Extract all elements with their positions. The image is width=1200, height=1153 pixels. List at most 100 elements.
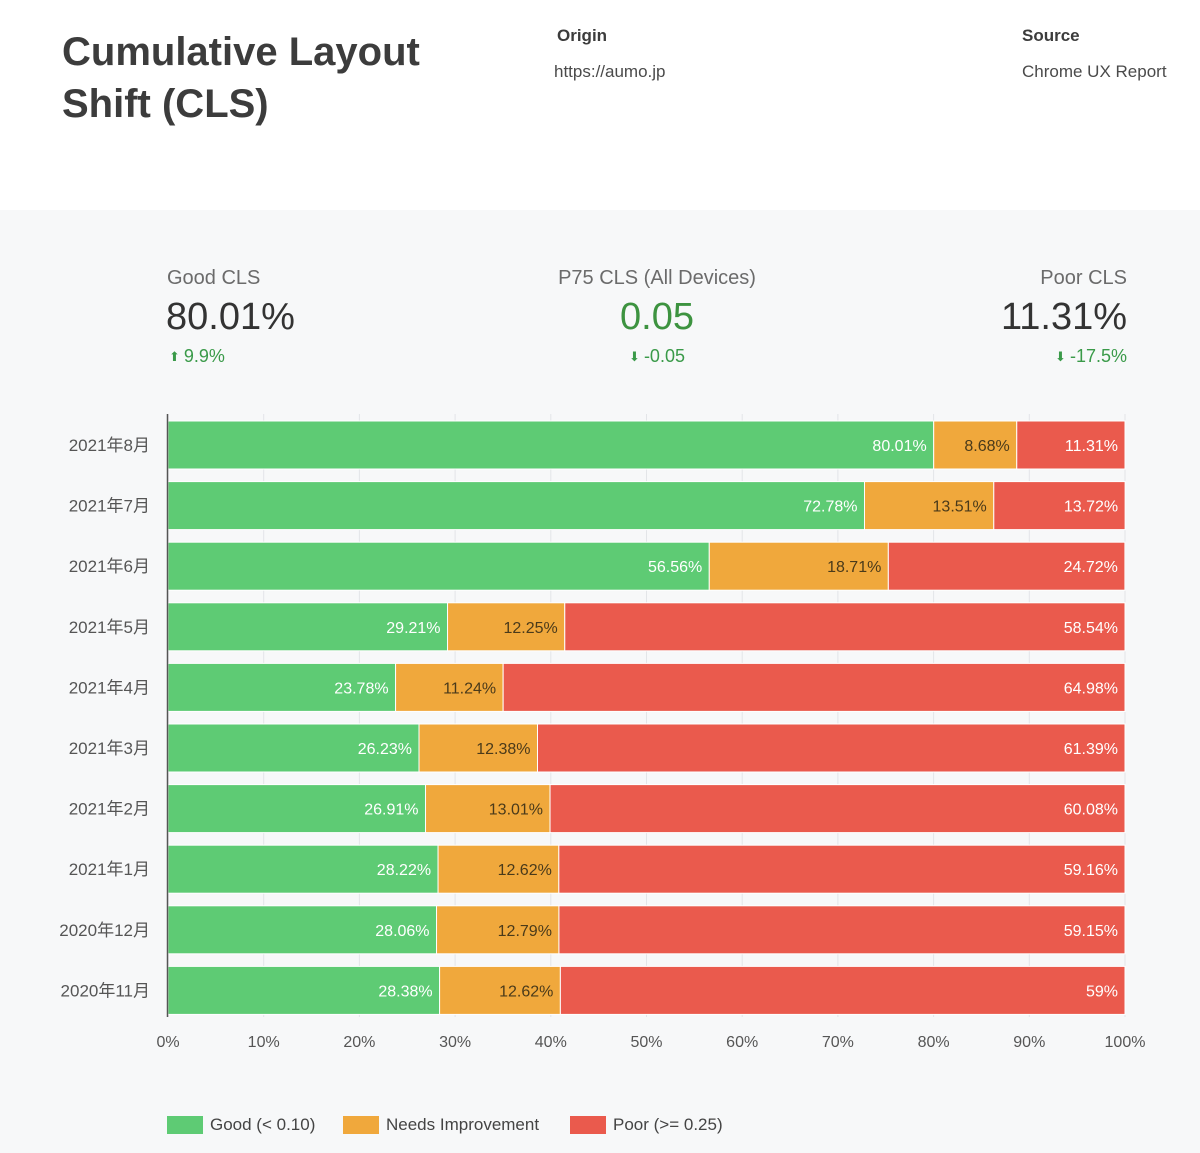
data-label-good: 26.23% — [358, 741, 412, 758]
origin-label: Origin — [557, 26, 608, 45]
legend-swatch-needs — [343, 1116, 379, 1134]
data-label-poor: 59% — [1086, 983, 1118, 1000]
stacked-bar-chart: 2021年8月 80.01% 8.68% 11.31% 2021年7月 72.78% 13.… — [59, 414, 1146, 1051]
data-label-good: 72.78% — [803, 499, 857, 516]
source-label: Source — [1022, 26, 1080, 45]
bar-segment-good — [167, 844, 439, 894]
bar-segment-good — [167, 481, 866, 531]
legend-label-good: Good (< 0.10) — [210, 1115, 316, 1134]
data-label-good: 28.38% — [378, 983, 432, 1000]
bar-segment-poor — [549, 784, 1126, 834]
data-label-good: 28.22% — [377, 862, 431, 879]
good-cls-label: Good CLS — [167, 267, 261, 289]
poor-cls-delta: ⬇ -17.5% — [827, 346, 1127, 367]
bar-segment-good — [167, 723, 420, 773]
data-label-good: 56.56% — [648, 559, 702, 576]
x-tick-label: 90% — [1013, 1034, 1045, 1051]
bar-segment-poor — [558, 905, 1126, 955]
bar-segment-poor — [1016, 420, 1126, 470]
bar-segment-good — [167, 420, 935, 470]
p75-cls-delta-value: -0.05 — [643, 346, 685, 366]
report-header: Cumulative Layout Shift (CLS) Origin htt… — [0, 0, 1200, 210]
p75-cls-label: P75 CLS (All Devices) — [558, 267, 756, 289]
bar-segment-needs — [708, 541, 889, 591]
category-label: 2021年5月 — [69, 618, 150, 637]
bar-segment-needs — [437, 844, 560, 894]
bar-segment-needs — [447, 602, 566, 652]
data-label-good: 28.06% — [375, 923, 429, 940]
category-label: 2021年3月 — [69, 739, 150, 758]
data-label-good: 29.21% — [386, 620, 440, 637]
bar-segment-poor — [993, 481, 1126, 531]
legend-label-poor: Poor (>= 0.25) — [613, 1115, 723, 1134]
data-label-good: 26.91% — [364, 802, 418, 819]
legend-swatch-poor — [570, 1116, 606, 1134]
bar-segment-poor — [558, 844, 1126, 894]
data-label-poor: 58.54% — [1064, 620, 1118, 637]
data-label-needs: 12.62% — [498, 862, 552, 879]
x-tick-label: 10% — [248, 1034, 280, 1051]
category-label: 2021年1月 — [69, 860, 150, 879]
legend-swatch-good — [167, 1116, 203, 1134]
source-value: Chrome UX Report — [1022, 62, 1167, 81]
good-cls-delta: ⬆ 9.9% — [169, 346, 225, 367]
data-label-needs: 13.01% — [489, 802, 543, 819]
arrow-up-icon: ⬆ — [169, 349, 180, 364]
data-label-poor: 59.15% — [1064, 923, 1118, 940]
poor-cls-delta-value: -17.5% — [1069, 346, 1127, 366]
bar-segment-needs — [418, 723, 538, 773]
poor-cls-label: Poor CLS — [1040, 267, 1127, 289]
x-tick-label: 40% — [535, 1034, 567, 1051]
bar-segment-needs — [425, 784, 551, 834]
x-tick-label: 20% — [343, 1034, 375, 1051]
x-tick-label: 0% — [156, 1034, 179, 1051]
poor-cls-value: 11.31% — [1000, 296, 1127, 338]
x-tick-label: 60% — [726, 1034, 758, 1051]
bar-segment-needs — [436, 905, 560, 955]
data-label-needs: 12.62% — [499, 983, 553, 1000]
data-label-needs: 11.24% — [443, 680, 496, 697]
x-tick-label: 50% — [630, 1034, 662, 1051]
data-label-needs: 13.51% — [933, 499, 987, 516]
data-label-poor: 11.31% — [1065, 438, 1118, 455]
data-label-needs: 8.68% — [964, 438, 1009, 455]
bar-segment-good — [167, 905, 438, 955]
data-label-needs: 12.25% — [504, 620, 558, 637]
data-label-needs: 12.38% — [476, 741, 530, 758]
data-label-needs: 18.71% — [827, 559, 881, 576]
good-cls-value: 80.01% — [166, 296, 295, 338]
arrow-down-icon: ⬇ — [629, 349, 640, 364]
p75-cls-value: 0.05 — [620, 296, 694, 338]
category-label: 2020年11月 — [61, 981, 150, 1000]
x-tick-label: 30% — [439, 1034, 471, 1051]
data-label-needs: 12.79% — [498, 923, 552, 940]
bar-segment-good — [167, 662, 397, 712]
good-cls-delta-value: 9.9% — [183, 346, 225, 366]
category-label: 2021年4月 — [69, 678, 150, 697]
x-tick-label: 70% — [822, 1034, 854, 1051]
bar-segment-poor — [559, 965, 1126, 1015]
bar-segment-good — [167, 784, 427, 834]
bar-segment-needs — [864, 481, 995, 531]
bar-segment-good — [167, 602, 449, 652]
bar-segment-poor — [887, 541, 1126, 591]
bar-segment-poor — [502, 662, 1126, 712]
data-label-poor: 59.16% — [1064, 862, 1118, 879]
page-title: Cumulative Layout Shift (CLS) — [62, 30, 420, 126]
data-label-poor: 64.98% — [1064, 680, 1118, 697]
data-label-poor: 61.39% — [1064, 741, 1118, 758]
data-label-poor: 13.72% — [1064, 499, 1118, 516]
category-label: 2021年8月 — [69, 436, 150, 455]
category-label: 2021年7月 — [69, 497, 150, 516]
bar-segment-good — [167, 541, 710, 591]
p75-cls-delta: ⬇ -0.05 — [507, 346, 807, 367]
category-label: 2021年6月 — [69, 557, 150, 576]
x-tick-label: 100% — [1105, 1034, 1146, 1051]
origin-value: https://aumo.jp — [554, 62, 666, 81]
bar-segment-poor — [564, 602, 1126, 652]
bar-segment-needs — [395, 662, 504, 712]
bar-segment-good — [167, 965, 441, 1015]
category-label: 2021年2月 — [69, 800, 150, 819]
data-label-poor: 24.72% — [1064, 559, 1118, 576]
x-tick-label: 80% — [918, 1034, 950, 1051]
